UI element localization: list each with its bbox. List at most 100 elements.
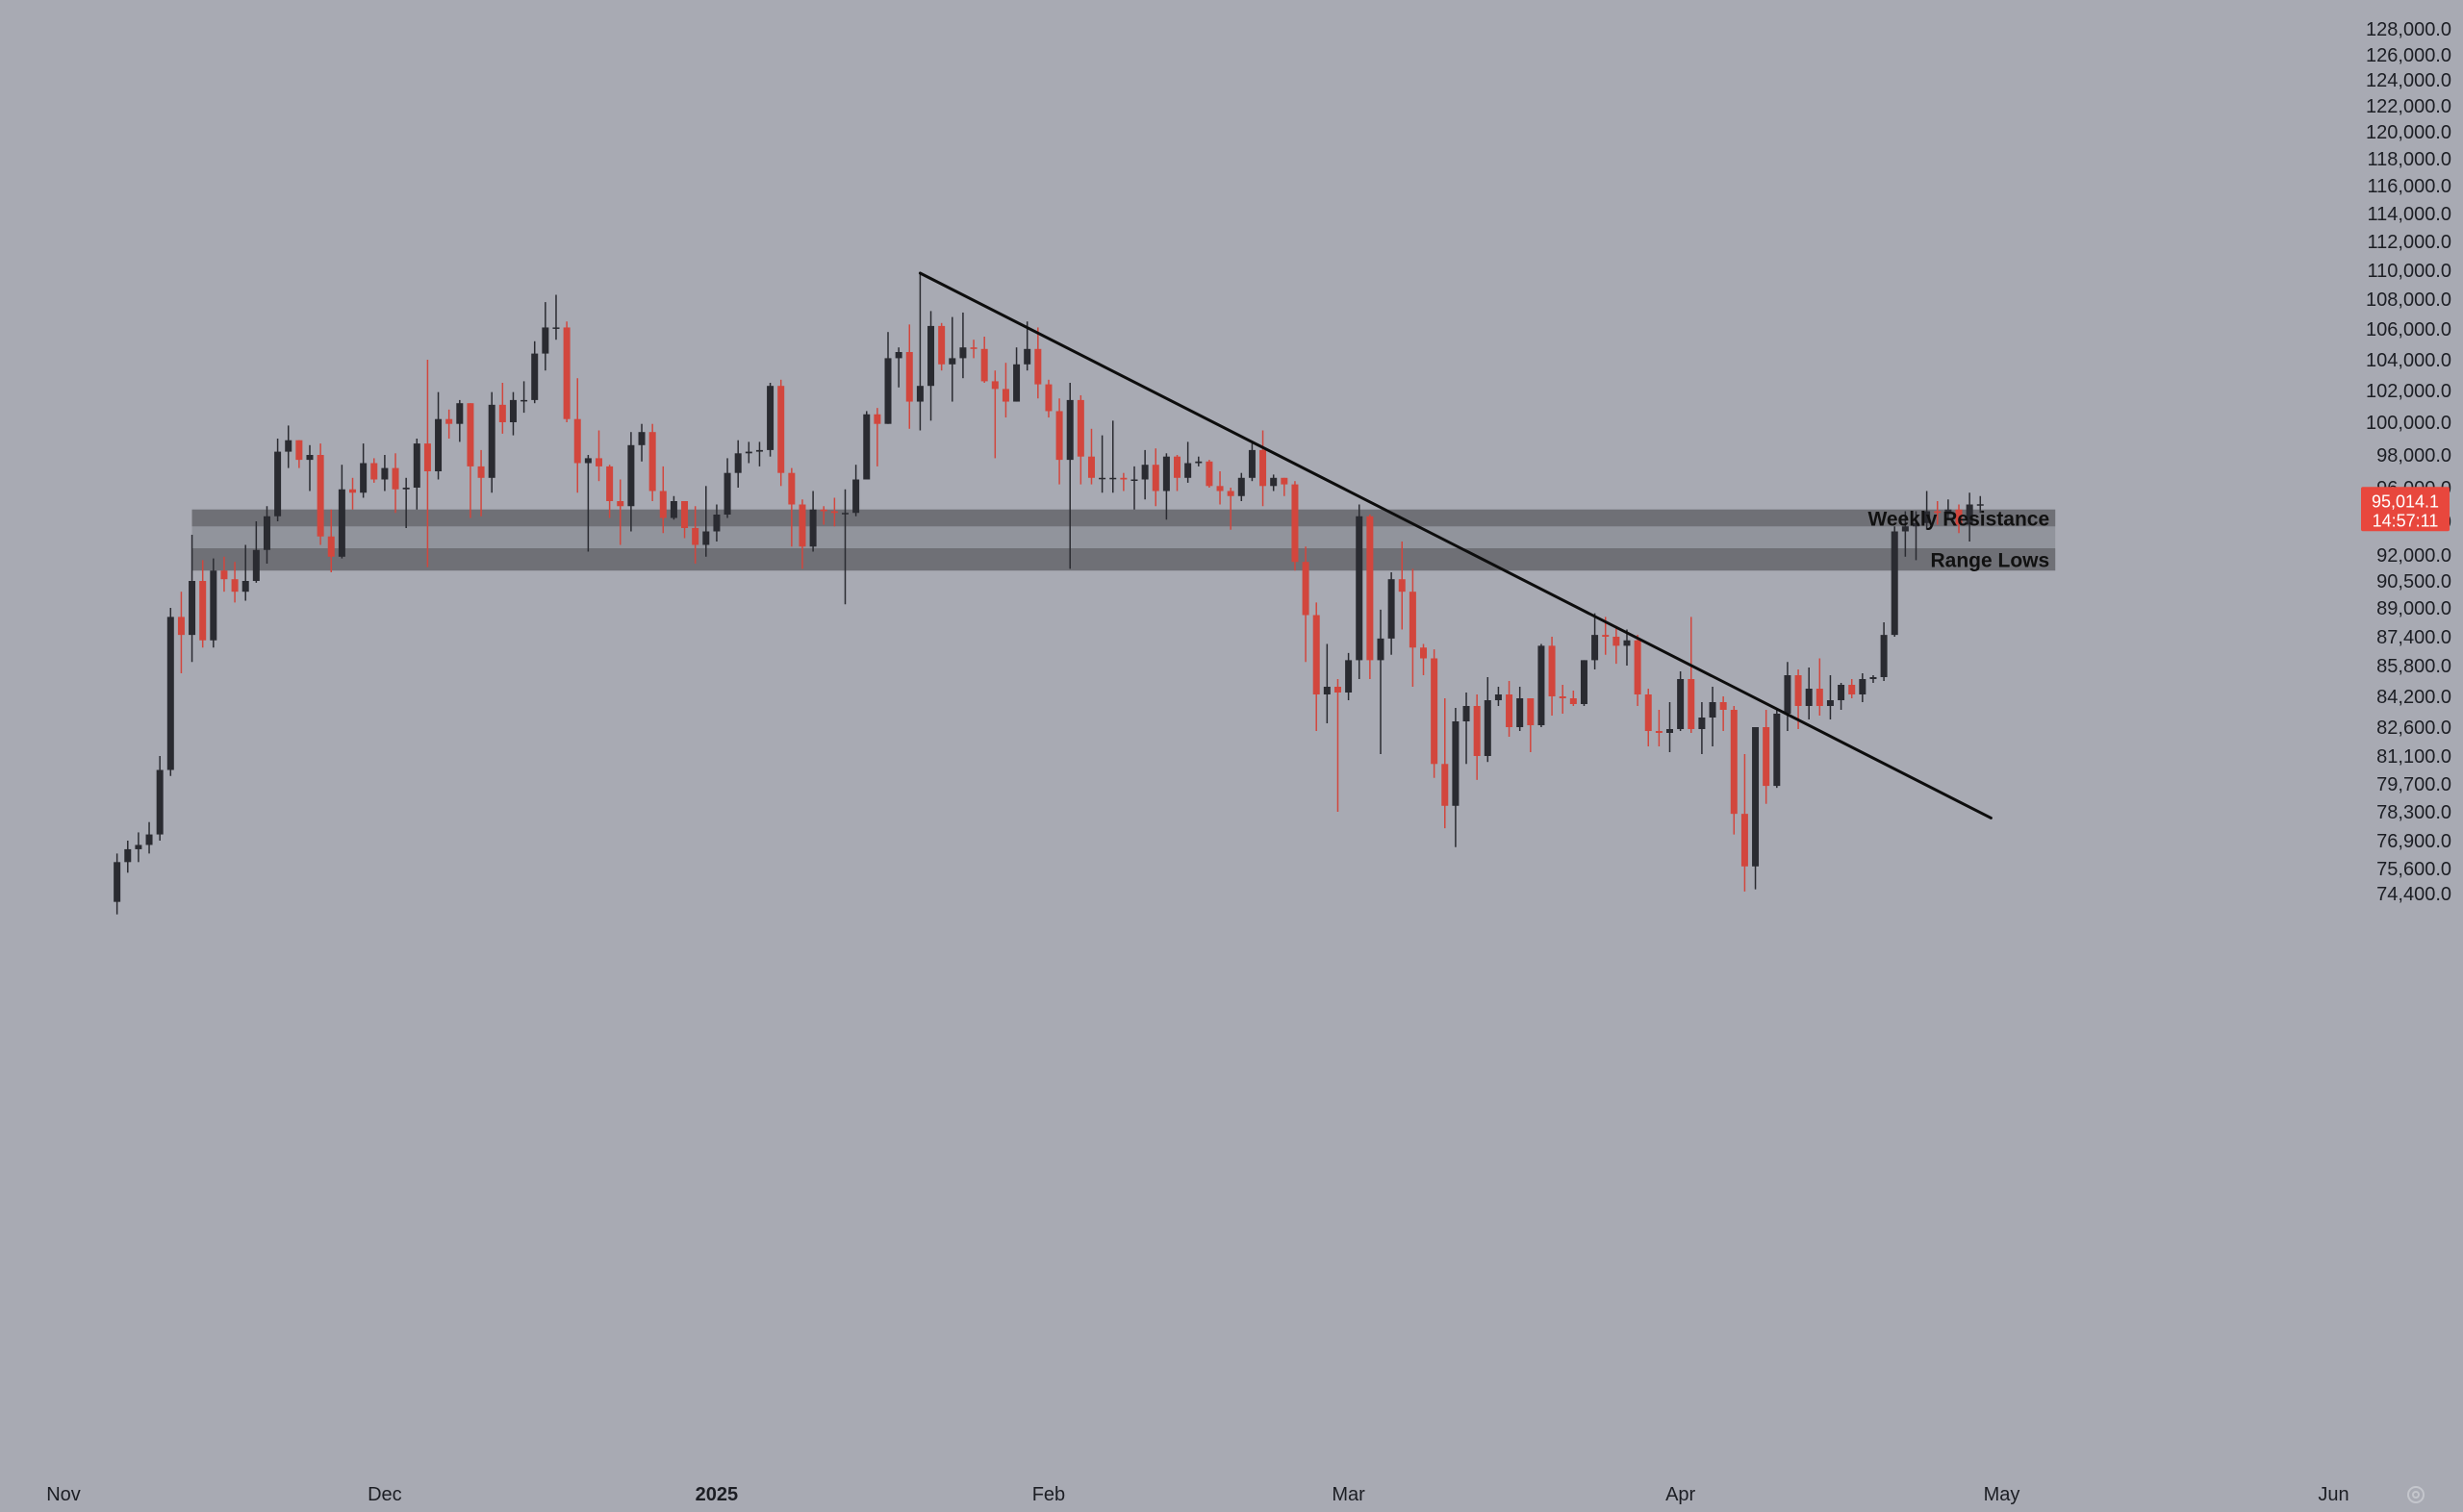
candle[interactable] bbox=[1719, 696, 1727, 731]
candle[interactable] bbox=[360, 443, 368, 498]
candle[interactable] bbox=[884, 332, 892, 424]
candle[interactable] bbox=[1216, 471, 1224, 505]
candle[interactable] bbox=[1034, 327, 1042, 399]
candle[interactable] bbox=[1431, 649, 1438, 778]
candle[interactable] bbox=[317, 443, 324, 545]
candle[interactable] bbox=[1356, 504, 1363, 680]
candle[interactable] bbox=[220, 556, 228, 592]
candle[interactable] bbox=[1955, 504, 1963, 534]
candle[interactable] bbox=[1398, 542, 1406, 630]
candle[interactable] bbox=[1527, 698, 1535, 752]
candle[interactable] bbox=[392, 453, 399, 514]
candle[interactable] bbox=[145, 821, 153, 854]
candle[interactable] bbox=[1002, 363, 1009, 418]
candle[interactable] bbox=[306, 444, 314, 491]
candle[interactable] bbox=[1120, 472, 1128, 491]
candle[interactable] bbox=[1901, 511, 1909, 557]
candle[interactable] bbox=[1130, 466, 1138, 510]
candle[interactable] bbox=[1537, 643, 1545, 728]
candle[interactable] bbox=[830, 497, 838, 527]
candle[interactable] bbox=[1259, 430, 1267, 507]
candle[interactable] bbox=[1891, 526, 1898, 637]
candle[interactable] bbox=[767, 383, 774, 457]
candle[interactable] bbox=[423, 360, 431, 567]
candle[interactable] bbox=[1248, 443, 1256, 482]
candle[interactable] bbox=[263, 506, 270, 564]
candle[interactable] bbox=[1516, 687, 1524, 731]
candle[interactable] bbox=[1312, 602, 1320, 731]
candle[interactable] bbox=[1559, 685, 1566, 714]
candle[interactable] bbox=[498, 383, 506, 434]
candle[interactable] bbox=[563, 321, 571, 422]
candle[interactable] bbox=[1452, 708, 1460, 847]
candle[interactable] bbox=[1623, 629, 1631, 667]
gear-icon[interactable] bbox=[2407, 1486, 2425, 1503]
candle[interactable] bbox=[938, 322, 946, 371]
candle[interactable] bbox=[135, 832, 142, 863]
candle[interactable] bbox=[702, 486, 710, 557]
candle[interactable] bbox=[1195, 456, 1203, 466]
candle[interactable] bbox=[627, 432, 635, 532]
candle[interactable] bbox=[467, 403, 474, 518]
candle[interactable] bbox=[542, 302, 549, 371]
candle[interactable] bbox=[606, 465, 614, 518]
candle[interactable] bbox=[809, 491, 817, 552]
candle[interactable] bbox=[617, 479, 624, 545]
candle[interactable] bbox=[841, 489, 849, 605]
candle[interactable] bbox=[1045, 379, 1053, 418]
candle[interactable] bbox=[799, 499, 806, 569]
candle[interactable] bbox=[252, 521, 260, 583]
candle[interactable] bbox=[959, 312, 967, 379]
candle[interactable] bbox=[638, 423, 646, 462]
candle[interactable] bbox=[927, 311, 935, 421]
candle[interactable] bbox=[1484, 677, 1491, 763]
candle[interactable] bbox=[905, 324, 913, 429]
candle[interactable] bbox=[755, 441, 763, 466]
candle[interactable] bbox=[1944, 499, 1952, 518]
candle[interactable] bbox=[1677, 671, 1685, 731]
candle[interactable] bbox=[1345, 652, 1353, 700]
candle[interactable] bbox=[820, 506, 827, 525]
candle[interactable] bbox=[895, 347, 902, 388]
candle[interactable] bbox=[1580, 660, 1587, 706]
candle[interactable] bbox=[734, 440, 742, 488]
candle[interactable] bbox=[1698, 702, 1706, 754]
candle[interactable] bbox=[1302, 546, 1309, 663]
candle[interactable] bbox=[1409, 568, 1416, 687]
candle[interactable] bbox=[1859, 673, 1866, 702]
candle[interactable] bbox=[648, 423, 656, 501]
candle[interactable] bbox=[156, 756, 164, 841]
candle[interactable] bbox=[552, 294, 560, 340]
candle[interactable] bbox=[295, 440, 303, 468]
candle[interactable] bbox=[1087, 428, 1095, 485]
candle[interactable] bbox=[1752, 727, 1760, 890]
candle[interactable] bbox=[338, 465, 345, 559]
candle[interactable] bbox=[1912, 511, 1919, 561]
candle[interactable] bbox=[370, 458, 378, 483]
candle[interactable] bbox=[1227, 488, 1234, 530]
candle[interactable] bbox=[1966, 492, 1973, 542]
candle[interactable] bbox=[456, 399, 464, 442]
candle[interactable] bbox=[381, 455, 389, 491]
candle[interactable] bbox=[274, 439, 282, 521]
candle[interactable] bbox=[1141, 449, 1149, 500]
candle[interactable] bbox=[435, 391, 443, 480]
candle[interactable] bbox=[199, 560, 207, 648]
candle[interactable] bbox=[1441, 698, 1449, 829]
candle[interactable] bbox=[681, 501, 689, 539]
candle[interactable] bbox=[1848, 679, 1856, 698]
candle[interactable] bbox=[1206, 460, 1213, 488]
candle[interactable] bbox=[949, 316, 956, 402]
descending-trendline[interactable] bbox=[918, 271, 1993, 819]
candle[interactable] bbox=[1816, 658, 1823, 717]
candle[interactable] bbox=[1377, 609, 1384, 754]
candle[interactable] bbox=[1506, 681, 1513, 737]
candle[interactable] bbox=[413, 439, 420, 510]
candle[interactable] bbox=[788, 467, 796, 547]
candle[interactable] bbox=[1099, 435, 1106, 493]
candle[interactable] bbox=[970, 340, 978, 359]
candle[interactable] bbox=[114, 853, 121, 915]
candle[interactable] bbox=[1270, 474, 1278, 491]
candle[interactable] bbox=[189, 535, 196, 663]
candle[interactable] bbox=[531, 340, 539, 404]
